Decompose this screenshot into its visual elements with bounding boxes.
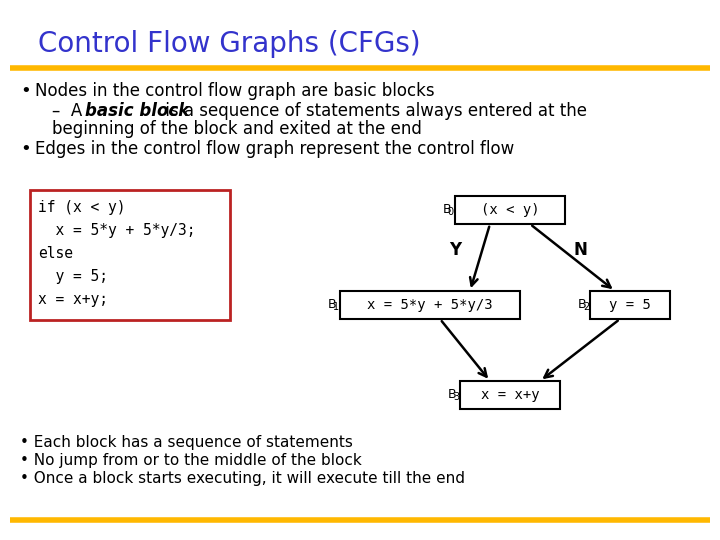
Bar (30, 190, 230, 320)
Text: else: else (38, 246, 73, 261)
Text: y = 5: y = 5 (609, 298, 651, 312)
Text: Edges in the control flow graph represent the control flow: Edges in the control flow graph represen… (35, 140, 514, 158)
Text: y = 5;: y = 5; (38, 269, 108, 284)
Text: B: B (447, 388, 456, 401)
Text: if (x < y): if (x < y) (38, 200, 125, 215)
Text: •: • (20, 82, 31, 100)
Text: • No jump from or to the middle of the block: • No jump from or to the middle of the b… (20, 453, 361, 468)
Bar (460, 381, 560, 409)
Text: x = 5*y + 5*y/3;: x = 5*y + 5*y/3; (38, 223, 196, 238)
Text: basic block: basic block (85, 102, 189, 120)
Text: 3: 3 (453, 392, 459, 402)
Text: x = x+y;: x = x+y; (38, 292, 108, 307)
Text: B: B (328, 298, 336, 311)
Text: beginning of the block and exited at the end: beginning of the block and exited at the… (52, 120, 422, 138)
Text: –  A: – A (52, 102, 88, 120)
Text: 2: 2 (582, 302, 589, 312)
Bar (590, 291, 670, 319)
Text: N: N (573, 241, 587, 259)
Text: B: B (577, 298, 586, 311)
Text: Y: Y (449, 241, 461, 259)
Text: 1: 1 (333, 302, 339, 312)
Text: B: B (442, 203, 451, 216)
Text: 0: 0 (448, 207, 454, 217)
Text: (x < y): (x < y) (481, 203, 539, 217)
Text: x = x+y: x = x+y (481, 388, 539, 402)
Bar (455, 196, 565, 224)
Text: • Each block has a sequence of statements: • Each block has a sequence of statement… (20, 435, 353, 450)
Text: Nodes in the control flow graph are basic blocks: Nodes in the control flow graph are basi… (35, 82, 435, 100)
Bar (340, 291, 520, 319)
Text: • Once a block starts executing, it will execute till the end: • Once a block starts executing, it will… (20, 471, 465, 486)
Text: is a sequence of statements always entered at the: is a sequence of statements always enter… (160, 102, 587, 120)
Text: •: • (20, 140, 31, 158)
Text: x = 5*y + 5*y/3: x = 5*y + 5*y/3 (367, 298, 492, 312)
Text: Control Flow Graphs (CFGs): Control Flow Graphs (CFGs) (38, 30, 420, 58)
